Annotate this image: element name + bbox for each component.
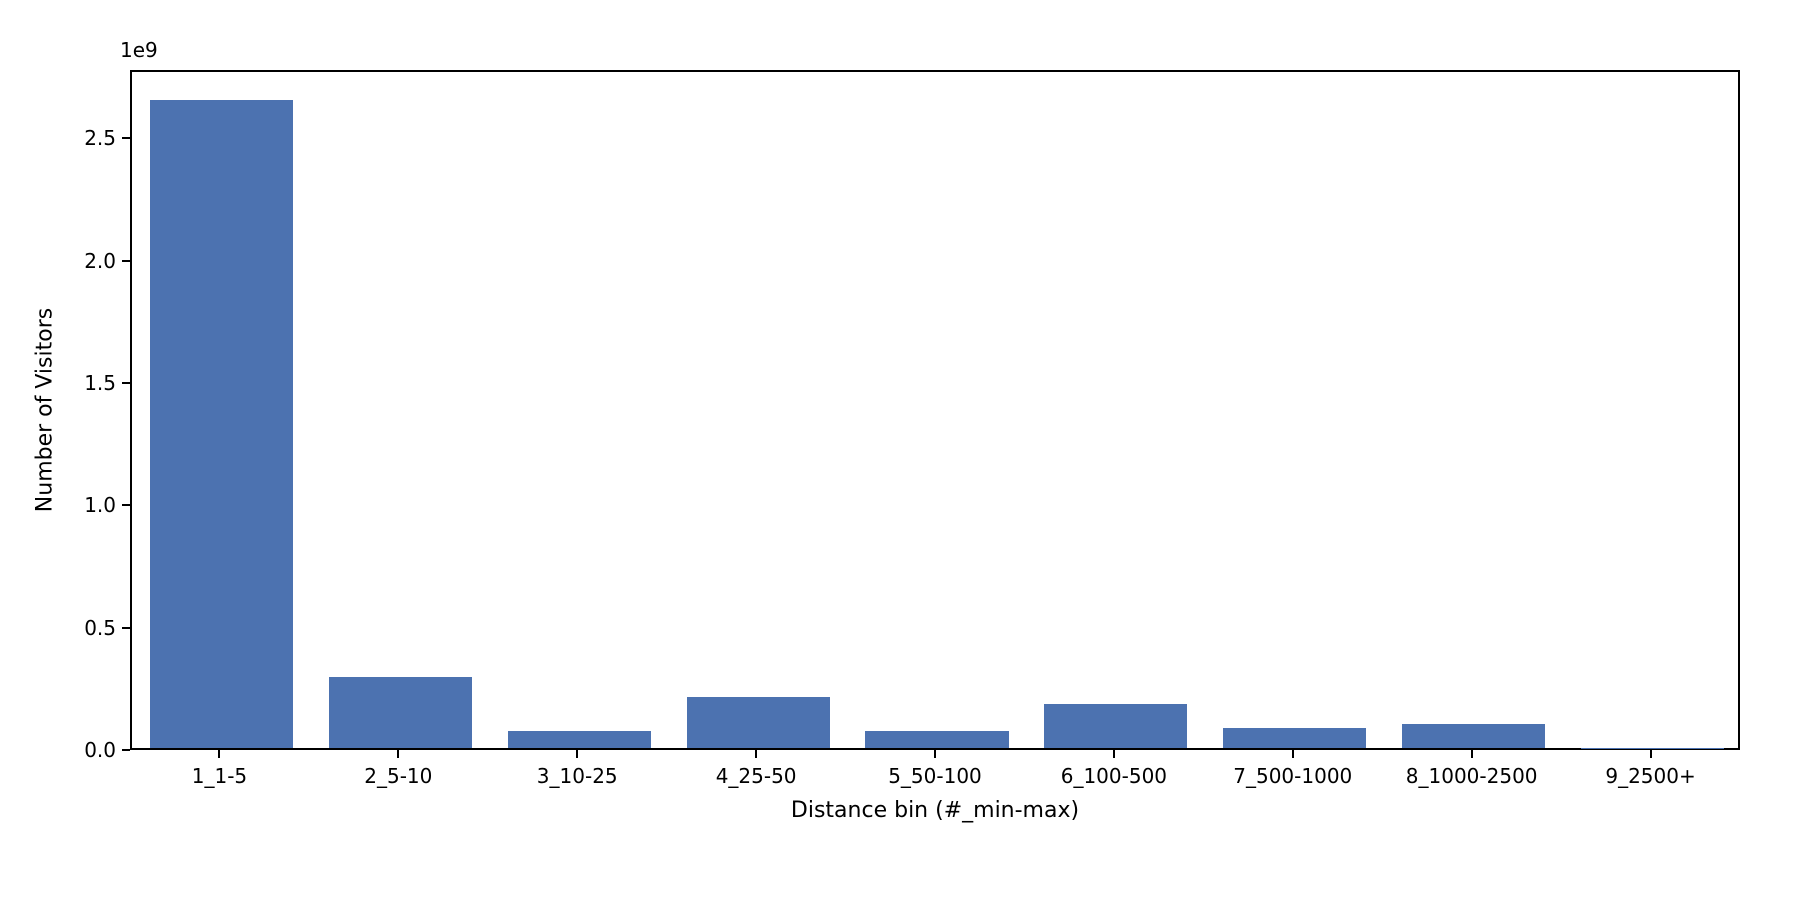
y-tick [122,627,130,629]
y-tick [122,749,130,751]
x-tick [1113,750,1115,758]
x-tick [755,750,757,758]
bar [687,697,830,748]
bar [1223,728,1366,748]
y-tick [122,260,130,262]
x-tick-label: 8_1000-2500 [1406,764,1538,788]
x-tick-label: 7_500-1000 [1233,764,1352,788]
plot-area [130,70,1740,750]
x-tick-label: 4_25-50 [716,764,797,788]
bar [865,731,1008,748]
x-tick-label: 6_100-500 [1061,764,1167,788]
x-axis-label: Distance bin (#_min-max) [791,798,1079,823]
x-tick [397,750,399,758]
chart-container: 1e9 0.0 0.5 1.0 1.5 2.0 2.5 1_1-5 2_5-10 3_10-2… [0,0,1800,900]
y-tick [122,382,130,384]
x-tick [934,750,936,758]
x-tick [1471,750,1473,758]
x-tick [1292,750,1294,758]
x-tick [218,750,220,758]
bars-group [132,72,1738,748]
x-tick-label: 5_50-100 [888,764,982,788]
y-tick-label: 0.0 [84,738,116,762]
y-tick [122,137,130,139]
x-tick [576,750,578,758]
bar [329,677,472,748]
x-tick-label: 1_1-5 [192,764,247,788]
bar [1402,724,1545,748]
y-axis-offset-text: 1e9 [120,38,158,62]
x-tick-label: 9_2500+ [1605,764,1695,788]
x-tick-label: 2_5-10 [364,764,432,788]
y-axis-label: Number of Visitors [33,308,58,512]
y-tick [122,504,130,506]
y-tick-label: 2.0 [84,249,116,273]
bar [508,731,651,748]
bar [1044,704,1187,748]
y-tick-label: 1.5 [84,371,116,395]
x-tick [1650,750,1652,758]
x-tick-label: 3_10-25 [537,764,618,788]
y-tick-label: 0.5 [84,616,116,640]
y-tick-label: 1.0 [84,493,116,517]
y-tick-label: 2.5 [84,126,116,150]
bar [150,100,293,748]
